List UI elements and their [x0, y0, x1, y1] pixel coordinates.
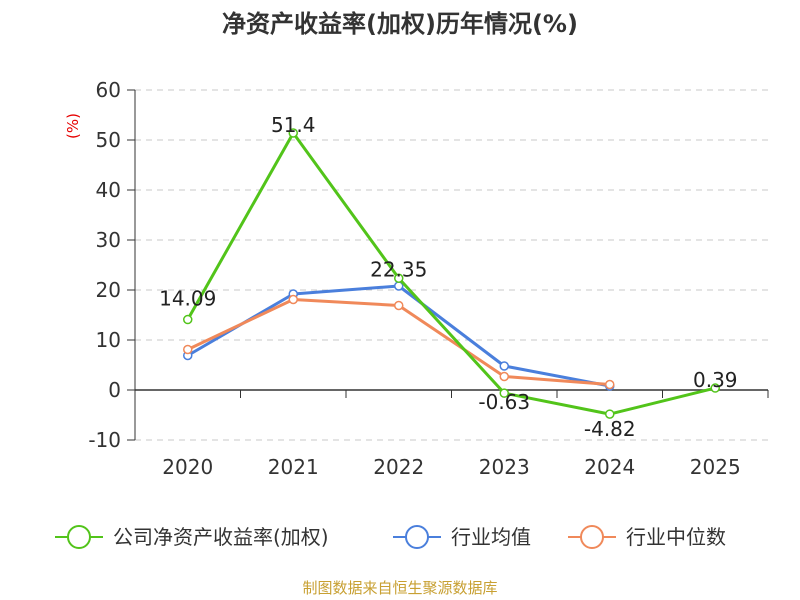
y-tick-label: -10: [88, 428, 121, 452]
series-0-point[interactable]: [605, 409, 615, 419]
legend-label: 行业均值: [451, 525, 531, 549]
y-tick-label: 50: [96, 128, 121, 152]
series-0-point[interactable]: [710, 383, 720, 393]
data-label: -4.82: [584, 417, 636, 441]
data-label: 0.39: [693, 368, 738, 392]
source-note: 制图数据来自恒生聚源数据库: [302, 579, 497, 597]
series-0-point[interactable]: [394, 273, 404, 283]
legend-item-2[interactable]: 行业中位数: [568, 525, 726, 549]
x-tick-label: 2024: [584, 455, 635, 479]
x-tick-label: 2021: [268, 455, 319, 479]
data-label: 22.35: [370, 257, 427, 281]
x-tick-label: 2023: [479, 455, 530, 479]
y-axis-label: (%): [64, 113, 82, 139]
chart-title: 净资产收益率(加权)历年情况(%): [222, 10, 578, 38]
series-layer: [183, 128, 720, 419]
legend-marker: [405, 525, 429, 549]
x-tick-label: 2020: [162, 455, 213, 479]
x-tick-label: 2025: [690, 455, 741, 479]
legend-marker: [67, 525, 91, 549]
axis-layer: -10 0 10 20 30 40 50 60 2020 2021 2022 2023 2024 2025: [88, 78, 769, 479]
series-0-point[interactable]: [499, 388, 509, 398]
series-2-point[interactable]: [605, 379, 615, 390]
legend-label: 行业中位数: [626, 525, 726, 549]
series-line-0: [186, 131, 716, 416]
grid-layer: [135, 89, 768, 441]
y-tick-label: 30: [96, 228, 121, 252]
legend-item-1[interactable]: 行业均值: [393, 525, 531, 549]
data-label: -0.63: [478, 390, 530, 414]
series-2-point[interactable]: [394, 300, 404, 311]
series-2-point[interactable]: [183, 344, 193, 355]
series-1-point[interactable]: [499, 361, 509, 371]
y-tick-label: 0: [108, 378, 121, 402]
legend-item-0[interactable]: 公司净资产收益率(加权): [55, 525, 329, 549]
y-tick-label: 60: [96, 78, 121, 102]
y-tick-label: 10: [96, 328, 121, 352]
legend[interactable]: 公司净资产收益率(加权) 行业均值 行业中位数: [55, 525, 726, 549]
data-label: 14.09: [159, 287, 216, 311]
legend-label: 公司净资产收益率(加权): [113, 525, 329, 549]
series-2-point[interactable]: [288, 294, 298, 305]
x-tick-label: 2022: [373, 455, 424, 479]
y-tick-label: 20: [96, 278, 121, 302]
series-0-point[interactable]: [183, 314, 193, 325]
legend-marker: [580, 525, 604, 549]
data-label-layer: 14.09 51.4 22.35 -0.63 -4.82 0.39: [159, 113, 737, 441]
series-2-point[interactable]: [499, 371, 509, 382]
data-label: 51.4: [271, 113, 316, 137]
series-0-point[interactable]: [288, 128, 298, 138]
series-line-2: [187, 298, 610, 386]
y-tick-label: 40: [96, 178, 121, 202]
